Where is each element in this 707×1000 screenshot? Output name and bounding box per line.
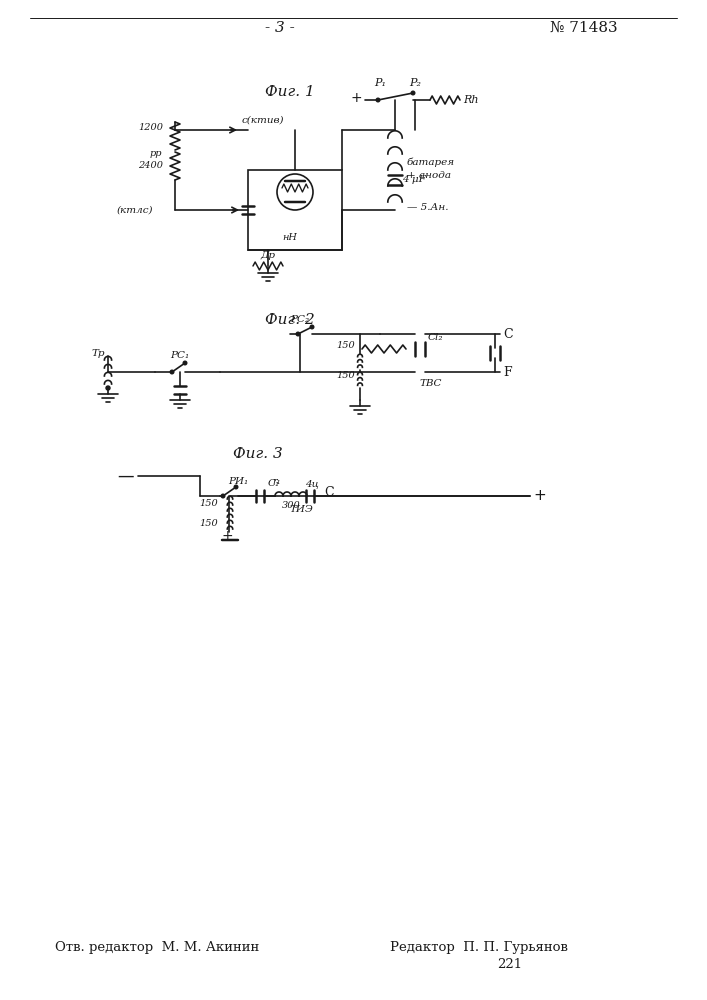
Text: Фиг. 1: Фиг. 1: [265, 85, 315, 99]
Text: 150: 150: [199, 520, 218, 528]
Text: рр: рр: [149, 148, 162, 157]
Bar: [248, 170, 342, 250]
Text: С: С: [324, 486, 334, 498]
Circle shape: [234, 485, 238, 489]
Text: батарея: батарея: [407, 157, 455, 167]
Text: +: +: [533, 488, 546, 504]
Text: ТИЭ: ТИЭ: [290, 506, 314, 514]
Text: РС₁: РС₁: [170, 351, 189, 360]
Text: - 3 -: - 3 -: [265, 21, 295, 35]
Text: 4 μF: 4 μF: [402, 176, 426, 184]
Text: +: +: [351, 91, 362, 105]
Text: 300: 300: [281, 502, 300, 510]
Circle shape: [296, 332, 300, 336]
Text: Фиг. 2: Фиг. 2: [265, 313, 315, 327]
Text: Отв. редактор  М. М. Акинин: Отв. редактор М. М. Акинин: [55, 942, 259, 954]
Text: —: —: [117, 467, 134, 485]
Text: 150: 150: [337, 371, 355, 380]
Text: нН: нН: [283, 233, 298, 242]
Text: P₁: P₁: [374, 78, 386, 88]
Text: Тр: Тр: [91, 349, 105, 358]
Text: РС₂: РС₂: [291, 315, 310, 324]
Text: 4ц: 4ц: [305, 479, 319, 488]
Text: 150: 150: [337, 342, 355, 351]
Circle shape: [183, 361, 187, 365]
Text: (ктлс): (ктлс): [117, 206, 153, 215]
Text: ТВС: ТВС: [420, 379, 443, 388]
Circle shape: [170, 370, 174, 374]
Text: + анода: + анода: [407, 170, 451, 180]
Text: № 71483: № 71483: [550, 21, 618, 35]
Text: с(ктив): с(ктив): [242, 116, 284, 125]
Text: 1200: 1200: [138, 122, 163, 131]
Text: Редактор  П. П. Гурьянов: Редактор П. П. Гурьянов: [390, 942, 568, 954]
Text: 2400: 2400: [138, 161, 163, 170]
Text: 221: 221: [498, 958, 522, 970]
Text: 150: 150: [199, 499, 218, 508]
Circle shape: [221, 494, 225, 498]
Text: Cl₂: Cl₂: [428, 332, 443, 342]
Text: F: F: [503, 365, 512, 378]
Text: P₂: P₂: [409, 78, 421, 88]
Circle shape: [411, 91, 415, 95]
Text: Фиг. 3: Фиг. 3: [233, 447, 283, 461]
Text: — 5.Ан.: — 5.Ан.: [407, 202, 448, 212]
Text: +: +: [221, 529, 233, 543]
Text: Др: Др: [260, 250, 276, 259]
Circle shape: [310, 325, 314, 329]
Text: r₁: r₁: [272, 477, 281, 486]
Text: РИ₁: РИ₁: [228, 477, 248, 486]
Text: C₁: C₁: [268, 479, 280, 488]
Text: C: C: [503, 328, 513, 340]
Circle shape: [106, 386, 110, 390]
Text: Rh: Rh: [463, 95, 479, 105]
Circle shape: [376, 98, 380, 102]
